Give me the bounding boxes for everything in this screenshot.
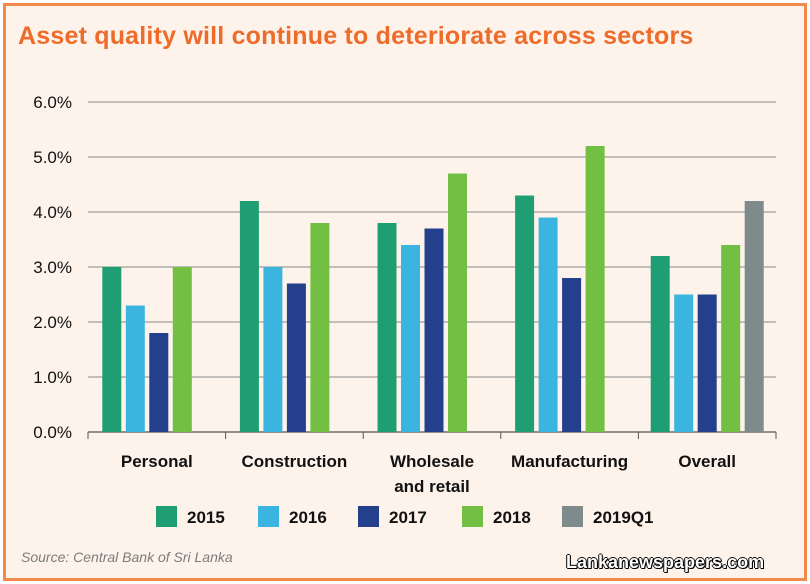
watermark: Lankanewspapers.com — [566, 552, 765, 572]
bar — [674, 294, 694, 432]
category-label: Construction — [242, 452, 348, 471]
bar — [286, 283, 306, 432]
y-tick-label: 1.0% — [33, 368, 72, 387]
bar — [697, 294, 717, 432]
legend-swatch — [562, 506, 583, 527]
bar — [585, 146, 605, 432]
bar — [401, 245, 420, 432]
legend-label: 2015 — [187, 508, 225, 527]
y-tick-label: 6.0% — [33, 93, 72, 112]
bar — [744, 201, 764, 432]
category-label: Manufacturing — [511, 452, 628, 471]
y-tick-label: 5.0% — [33, 148, 72, 167]
source-note: Source: Central Bank of Sri Lanka — [21, 549, 233, 565]
bar — [515, 195, 535, 432]
category-label: Personal — [121, 452, 193, 471]
category-label: Wholesale — [390, 452, 474, 471]
legend-label: 2019Q1 — [593, 508, 654, 527]
legend-label: 2017 — [389, 508, 427, 527]
y-tick-label: 4.0% — [33, 203, 72, 222]
y-tick-label: 0.0% — [33, 423, 72, 442]
legend-swatch — [258, 506, 279, 527]
y-tick-label: 2.0% — [33, 313, 72, 332]
legend-label: 2016 — [289, 508, 327, 527]
bar — [448, 173, 467, 432]
bar — [650, 256, 670, 432]
bar — [538, 217, 558, 432]
y-tick-label: 3.0% — [33, 258, 72, 277]
bar — [721, 245, 741, 432]
bar — [239, 201, 259, 432]
legend-swatch — [358, 506, 379, 527]
bar — [149, 333, 169, 432]
bar — [172, 267, 192, 432]
bar — [102, 267, 122, 432]
legend-label: 2018 — [493, 508, 531, 527]
category-label: Overall — [678, 452, 736, 471]
bar — [562, 278, 582, 432]
bar — [125, 305, 145, 432]
chart-title: Asset quality will continue to deteriora… — [18, 22, 694, 50]
bar — [424, 228, 444, 432]
bar — [263, 267, 283, 432]
bar — [377, 223, 397, 432]
category-label: and retail — [394, 477, 470, 496]
bar — [310, 223, 330, 432]
legend-swatch — [462, 506, 483, 527]
legend-swatch — [156, 506, 177, 527]
